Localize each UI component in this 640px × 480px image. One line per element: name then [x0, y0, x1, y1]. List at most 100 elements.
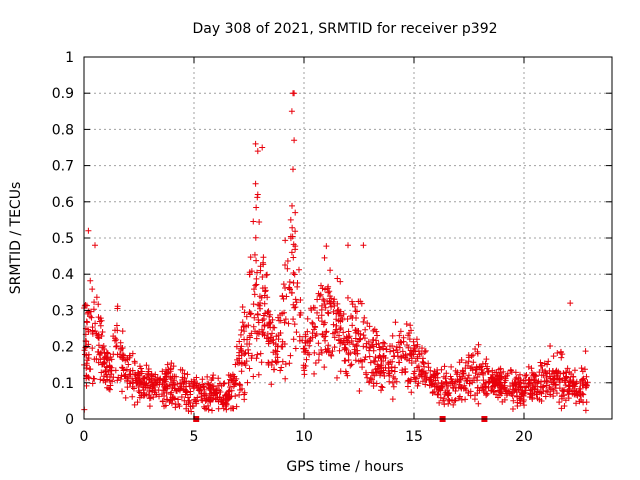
data-point	[301, 371, 308, 378]
data-point	[255, 330, 262, 337]
data-point	[228, 377, 235, 384]
data-point	[558, 348, 565, 355]
data-point	[139, 375, 146, 382]
y-tick-label: 0.2	[52, 340, 74, 356]
data-point	[349, 322, 356, 329]
data-point	[310, 326, 317, 333]
data-point	[525, 363, 532, 370]
data-point	[257, 305, 264, 312]
data-point	[425, 376, 432, 383]
data-point	[381, 373, 388, 380]
data-point	[348, 313, 355, 320]
data-point	[251, 314, 258, 321]
data-point	[261, 300, 268, 307]
data-point	[492, 382, 499, 389]
data-point	[441, 391, 448, 398]
data-point	[273, 359, 280, 366]
data-point	[307, 305, 314, 312]
data-point	[122, 373, 129, 380]
data-point	[184, 394, 191, 401]
data-point	[297, 311, 304, 318]
data-point	[349, 301, 356, 308]
data-point	[150, 394, 157, 401]
data-point	[216, 394, 223, 401]
data-point	[279, 293, 286, 300]
data-point	[445, 382, 452, 389]
data-point	[318, 318, 325, 325]
data-point	[84, 357, 91, 364]
data-point	[204, 373, 211, 380]
data-point	[259, 285, 266, 292]
y-tick-label: 0	[65, 412, 74, 428]
data-point	[131, 401, 138, 408]
data-point	[522, 384, 529, 391]
data-point	[448, 363, 455, 370]
data-point	[538, 372, 545, 379]
data-point	[470, 359, 477, 366]
data-point	[440, 373, 447, 380]
data-point	[445, 396, 452, 403]
data-point	[267, 334, 274, 341]
data-point	[290, 336, 297, 343]
data-point	[92, 320, 99, 327]
data-point	[257, 350, 264, 357]
data-point	[408, 355, 415, 362]
data-point	[302, 333, 309, 340]
data-point	[238, 352, 245, 359]
data-point	[456, 359, 463, 366]
data-point	[482, 390, 489, 397]
data-point	[362, 326, 369, 333]
data-point	[288, 289, 295, 296]
data-point	[450, 401, 457, 408]
data-point	[180, 381, 187, 388]
data-point	[357, 330, 364, 337]
data-point	[428, 382, 435, 389]
data-point	[87, 277, 94, 284]
data-point	[577, 385, 584, 392]
data-point	[146, 403, 153, 410]
data-point	[106, 363, 113, 370]
data-point	[583, 382, 590, 389]
data-point	[289, 224, 296, 231]
data-point	[200, 403, 207, 410]
data-point	[171, 377, 178, 384]
data-point	[133, 377, 140, 384]
data-point	[326, 298, 333, 305]
data-point	[268, 381, 275, 388]
data-point	[438, 379, 445, 386]
data-point	[360, 343, 367, 350]
data-point	[327, 267, 334, 274]
data-point	[397, 328, 404, 335]
data-point	[373, 369, 380, 376]
data-point	[462, 365, 469, 372]
data-point	[486, 379, 493, 386]
data-point	[516, 371, 523, 378]
data-point	[513, 374, 520, 381]
data-point	[177, 385, 184, 392]
data-point	[509, 386, 516, 393]
data-point	[285, 320, 292, 327]
data-point	[168, 360, 175, 367]
data-point	[363, 344, 370, 351]
data-point	[551, 370, 558, 377]
data-point	[265, 361, 272, 368]
data-point	[209, 375, 216, 382]
data-point	[370, 380, 377, 387]
data-point	[472, 345, 479, 352]
data-point	[391, 364, 398, 371]
data-point	[281, 340, 288, 347]
data-point	[253, 275, 260, 282]
data-point	[469, 379, 476, 386]
data-point	[104, 350, 111, 357]
data-point	[259, 317, 266, 324]
data-point	[393, 378, 400, 385]
data-point	[457, 383, 464, 390]
data-point	[351, 349, 358, 356]
data-point	[441, 395, 448, 402]
data-point	[87, 366, 94, 373]
data-point	[465, 372, 472, 379]
data-point	[204, 402, 211, 409]
data-point	[497, 389, 504, 396]
data-point	[331, 344, 338, 351]
data-point	[352, 315, 359, 322]
